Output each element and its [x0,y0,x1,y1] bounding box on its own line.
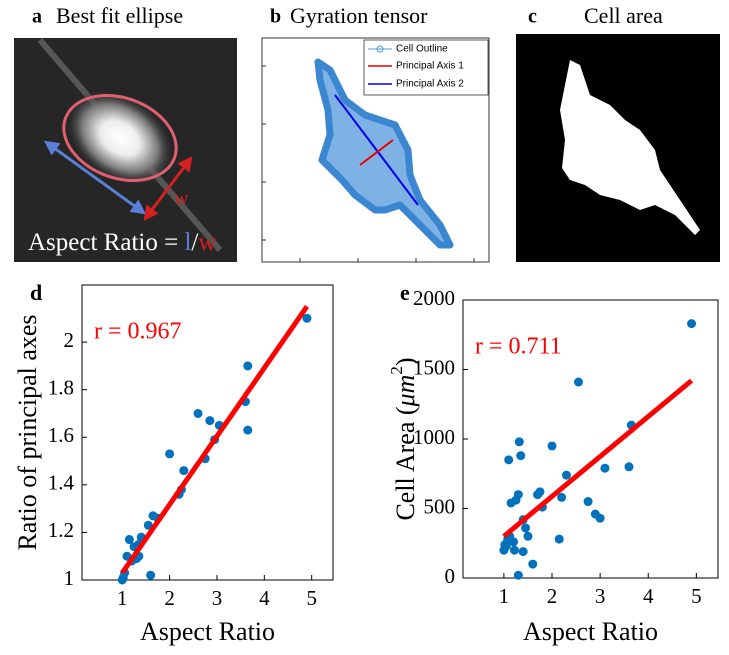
panel-letter: d [30,280,42,305]
point [535,487,544,496]
y-tick-label: 1.8 [48,375,74,399]
panel-letter: a [32,6,42,28]
annotation: r = 0.967 [94,319,182,345]
x-tick-label: 2 [164,586,175,610]
point [510,546,519,555]
point [548,441,557,450]
caption-text: Aspect Ratio = [28,229,184,256]
x-tick-label: 1 [117,586,128,610]
panel-title: Best fit ellipse [56,3,183,28]
point [509,537,518,546]
caption-w: w [198,229,216,256]
y-axis-label-text: Ratio of principal axes [13,314,42,550]
y-tick-label: 1.2 [48,518,74,542]
x-tick-label: 1 [499,584,510,608]
point [179,466,188,475]
point [519,547,528,556]
point [205,416,214,425]
point [514,490,523,499]
y-tick-label: 2 [64,328,75,352]
legend-label: Principal Axis 1 [396,61,464,72]
point [584,497,593,506]
y-tick-label: 1.6 [48,423,74,447]
y-axis-label-unit: μm [391,375,420,408]
point [574,378,583,387]
arrow-label: w [174,188,189,210]
caption: Aspect Ratio = l/w [28,229,216,256]
point [514,571,523,580]
x-tick-label: 4 [643,584,654,608]
legend-label: Cell Outline [396,44,448,55]
y-axis-label-sup: 2 [387,366,406,375]
y-axis-label: Cell Area (μm2) [387,357,420,520]
x-axis-label: Aspect Ratio [523,617,658,646]
fit-line [122,306,307,572]
x-axis-label: Aspect Ratio [140,617,275,646]
legend-label: Principal Axis 2 [396,79,464,90]
point [194,409,203,418]
y-axis-label-text: Cell Area ( [391,406,420,520]
y-tick-label: 1.4 [48,471,75,495]
point [516,451,525,460]
x-tick-label: 3 [212,586,223,610]
point [600,464,609,473]
panel-letter: e [400,280,410,305]
y-tick-label: 2000 [413,286,455,310]
point [515,437,524,446]
y-tick-label: 0 [445,564,456,588]
point [243,426,252,435]
point [521,523,530,532]
caption-slash: / [191,229,198,256]
point [555,535,564,544]
panel-letter: b [270,6,281,28]
y-tick-label: 500 [424,494,456,518]
cell-mask [516,34,720,262]
annotation: r = 0.711 [475,334,562,360]
point [562,471,571,480]
x-tick-label: 3 [595,584,606,608]
x-tick-label: 2 [547,584,558,608]
point [523,532,532,541]
x-tick-label: 5 [691,584,702,608]
point [243,361,252,370]
panel-letter: c [528,6,537,28]
point [504,455,513,464]
panel-title: Gyration tensor [290,3,428,28]
point [528,560,537,569]
x-tick-label: 5 [306,586,317,610]
x-tick-label: 4 [259,586,270,610]
y-axis-label-end: ) [391,357,420,366]
caption-l: l [184,229,191,256]
point [624,462,633,471]
figure: a Best fit ellipse w Aspect Ratio = l/w … [0,0,729,655]
point [687,319,696,328]
panel-title: Cell area [584,3,663,28]
point [596,514,605,523]
y-axis-label: Ratio of principal axes [13,314,42,550]
point [146,571,155,580]
y-tick-label: 1 [64,566,75,590]
point [165,449,174,458]
